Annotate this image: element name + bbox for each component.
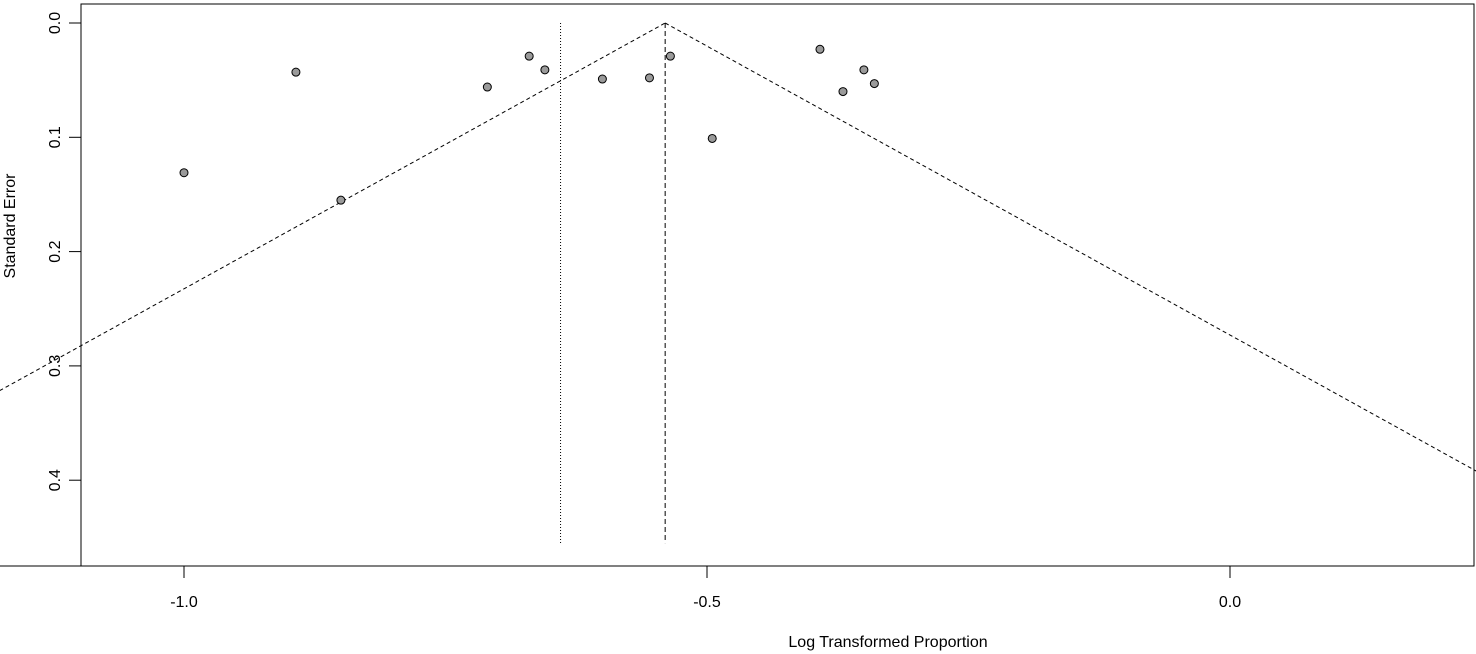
data-point: [707, 133, 717, 143]
data-point: [869, 79, 879, 89]
data-point: [597, 74, 607, 84]
data-points: [179, 44, 879, 205]
y-axis-label: Standard Error: [2, 173, 19, 279]
data-point: [815, 44, 825, 54]
x-tick-label: -0.5: [693, 594, 721, 611]
data-point: [540, 65, 550, 75]
data-point: [838, 87, 848, 97]
y-axis: 0.0 0.1 0.2 0.3 0.4: [47, 12, 82, 491]
funnel-right-line: [664, 22, 1476, 472]
x-tick-label: -1.0: [170, 594, 198, 611]
data-point: [291, 67, 301, 77]
funnel-left-line: [0, 22, 666, 392]
data-point: [482, 82, 492, 92]
x-tick-label: 0.0: [1219, 594, 1241, 611]
funnel-lines: [0, 22, 1476, 544]
plot-frame: [80, 3, 1475, 567]
data-point: [179, 168, 189, 178]
data-point: [336, 195, 346, 205]
y-tick-label: 0.4: [47, 469, 64, 491]
y-tick-label: 0.3: [47, 355, 64, 377]
data-point: [859, 65, 869, 75]
x-axis-label: Log Transformed Proportion: [788, 634, 987, 651]
x-axis: -2.0-1.5-1.0-0.50.0: [0, 565, 1241, 611]
data-point: [644, 73, 654, 83]
data-point: [665, 51, 675, 61]
y-tick-label: 0.2: [47, 240, 64, 262]
y-tick-label: 0.1: [47, 126, 64, 148]
y-tick-label: 0.0: [47, 12, 64, 34]
data-point: [524, 51, 534, 61]
